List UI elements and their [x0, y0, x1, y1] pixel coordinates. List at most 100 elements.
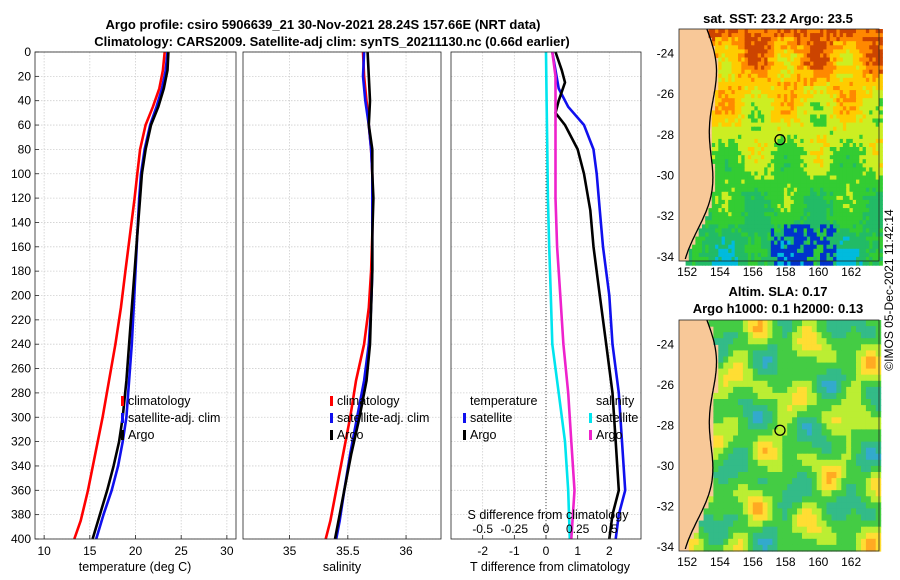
map-cell: [852, 143, 857, 148]
map-cell: [744, 61, 749, 67]
map-cell: [770, 130, 775, 136]
map-cell: [831, 508, 837, 516]
map-cell: [836, 447, 842, 455]
map-cell: [816, 447, 823, 455]
map-cell: [695, 240, 700, 246]
map-cell: [849, 147, 854, 152]
map-cell: [761, 228, 765, 234]
map-cell: [803, 86, 808, 91]
map-cell: [842, 77, 847, 83]
map-cell: [856, 94, 860, 99]
map-cell: [752, 399, 759, 406]
map-cell: [724, 191, 729, 197]
map-cell: [744, 138, 749, 144]
map-cell: [715, 224, 719, 230]
map-cell: [734, 216, 739, 221]
map-cell: [787, 508, 793, 516]
map-cell: [859, 155, 864, 160]
map-cell: [829, 155, 834, 160]
map-cell: [839, 65, 844, 71]
difference-legend: temperature satellite Argo salinity sate…: [463, 394, 638, 442]
map-cell: [810, 49, 814, 55]
map-cell: [862, 126, 867, 132]
map-cell: [800, 73, 805, 79]
map-cell: [731, 81, 736, 87]
map-cell: [728, 171, 733, 177]
map-cell: [859, 191, 864, 197]
map-cell: [793, 77, 798, 83]
map-cell: [806, 261, 811, 266]
map-cell: [820, 155, 824, 160]
map-cell: [810, 130, 814, 136]
map-cell: [738, 147, 742, 152]
map-cell: [836, 212, 841, 217]
map-cell: [698, 236, 703, 242]
map-cell: [846, 94, 851, 99]
map-cell: [833, 81, 837, 87]
map-cell: [879, 212, 883, 217]
map-cell: [751, 49, 755, 55]
map-cell: [741, 110, 746, 116]
map-cell: [772, 405, 778, 412]
map-cell: [747, 256, 752, 262]
map-cell: [811, 514, 818, 522]
map-cell: [831, 459, 837, 467]
map-cell: [762, 459, 769, 467]
map-cell: [800, 138, 805, 144]
map-cell: [846, 143, 851, 148]
map-cell: [718, 94, 723, 99]
map-cell: [718, 179, 723, 185]
map-cell: [806, 392, 813, 400]
map-cell: [842, 187, 847, 193]
map-cell: [767, 459, 773, 467]
map-cell: [754, 240, 759, 246]
map-cell: [870, 392, 877, 400]
map-cell: [856, 61, 860, 67]
map-cell: [747, 167, 752, 173]
map-cell: [859, 159, 864, 164]
map-cell: [846, 65, 851, 71]
map-cell: [839, 122, 844, 128]
map-cell: [841, 544, 847, 552]
map-cell: [810, 208, 814, 213]
map-cell: [767, 429, 773, 437]
map-cell: [733, 368, 739, 376]
map-cell: [823, 130, 828, 136]
map-cell: [742, 514, 749, 522]
map-cell: [806, 490, 813, 497]
map-cell: [723, 374, 729, 382]
map-cell: [721, 138, 726, 144]
map-cell: [698, 248, 703, 254]
map-cell: [797, 514, 803, 522]
map-cell: [821, 544, 828, 552]
map-cell: [862, 45, 867, 50]
map-cell: [797, 94, 801, 99]
map-cell: [811, 405, 818, 412]
map-cell: [820, 86, 824, 91]
map-cell: [826, 49, 831, 55]
map-cell: [811, 374, 818, 382]
map-cell: [849, 204, 854, 209]
map-cell: [742, 478, 749, 485]
map-cell: [728, 53, 733, 59]
map-cell: [790, 45, 795, 50]
map-cell: [770, 228, 775, 234]
map-cell: [826, 167, 831, 173]
map-cell: [782, 496, 788, 503]
map-cell: [861, 350, 867, 358]
map-cell: [816, 465, 823, 473]
map-cell: [823, 228, 828, 234]
map-cell: [774, 130, 778, 136]
map-cell: [770, 86, 775, 91]
map-cell: [875, 171, 880, 177]
map-cell: [856, 423, 862, 430]
lon-tick-label: 156: [743, 555, 763, 569]
map-cell: [787, 526, 793, 534]
map-cell: [761, 86, 765, 91]
map-cell: [752, 514, 759, 522]
map-cell: [762, 429, 769, 437]
map-cell: [693, 532, 700, 540]
map-cell: [713, 399, 719, 406]
map-cell: [718, 261, 723, 266]
map-cell: [747, 478, 754, 485]
